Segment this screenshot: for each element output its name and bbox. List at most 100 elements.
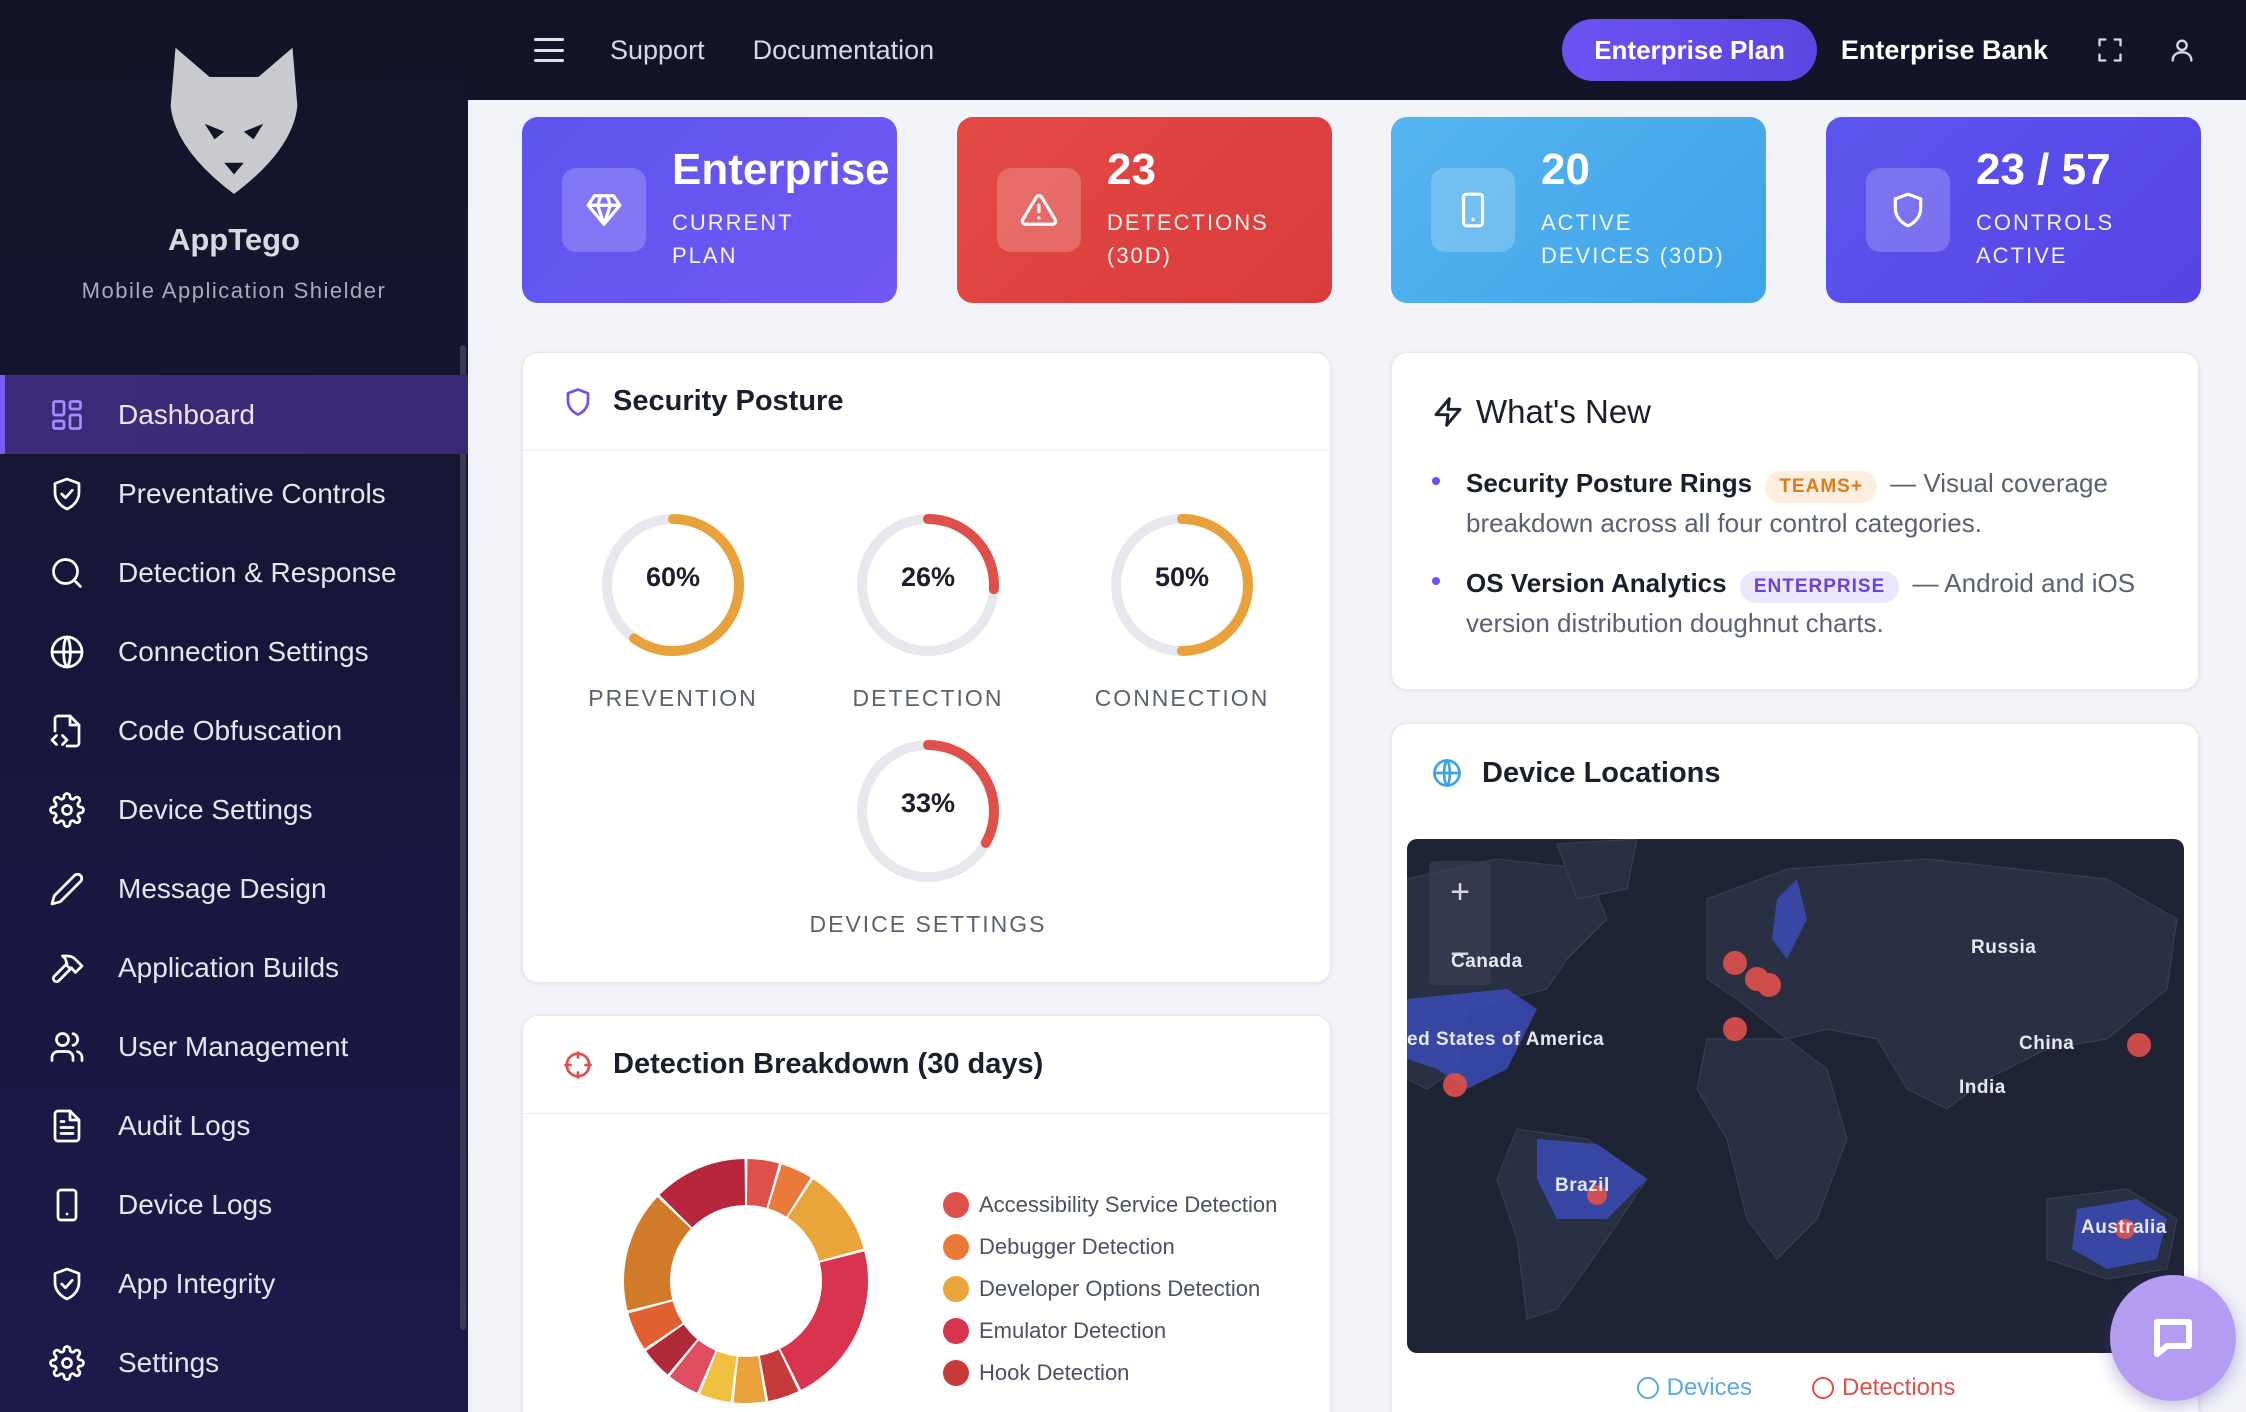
card-header: Device Locations <box>1392 724 2198 822</box>
news-item: Security Posture Rings TEAMS+ — Visual c… <box>1432 463 2162 543</box>
stat-value: 23 / 57 <box>1976 145 2111 194</box>
map-label-india: India <box>1959 1077 2006 1098</box>
legend-item[interactable]: Debugger Detection <box>943 1226 1277 1268</box>
shield-check-icon <box>48 475 86 513</box>
detection-donut-chart <box>624 1159 868 1403</box>
sidebar-item-connection-settings[interactable]: Connection Settings <box>0 612 468 691</box>
brand-subtitle: Mobile Application Shielder <box>81 278 387 303</box>
stat-card-controls: 23 / 57 CONTROLS ACTIVE <box>1826 117 2201 303</box>
donut-segment[interactable] <box>780 1251 868 1390</box>
sidebar-item-audit-logs[interactable]: Audit Logs <box>0 1086 468 1165</box>
sidebar-item-label: Dashboard <box>118 398 255 430</box>
map-label-canada: Canada <box>1451 951 1523 972</box>
shield-check-icon <box>48 1265 86 1303</box>
legend-item[interactable]: Accessibility Service Detection <box>943 1184 1277 1226</box>
sidebar-item-message-design[interactable]: Message Design <box>0 849 468 928</box>
menu-toggle-icon[interactable] <box>534 38 564 62</box>
usa-region <box>1407 989 1537 1089</box>
news-title: What's New <box>1476 393 1652 430</box>
map-marker <box>1443 1073 1467 1097</box>
globe-icon <box>1432 758 1462 788</box>
sidebar-item-app-integrity[interactable]: App Integrity <box>0 1244 468 1323</box>
documentation-link[interactable]: Documentation <box>752 34 935 65</box>
legend-detections[interactable]: Detections <box>1811 1374 1956 1402</box>
donut-segment[interactable] <box>646 1324 698 1375</box>
donut-segment[interactable] <box>746 1159 779 1208</box>
map-marker <box>2115 1219 2135 1239</box>
posture-ring-prevention: 60% PREVENTION <box>588 510 756 711</box>
ring-value: 60% <box>645 562 701 592</box>
phone-icon <box>1431 168 1515 252</box>
ring-arc <box>857 514 999 656</box>
legend-devices[interactable]: Devices <box>1636 1374 1752 1402</box>
legend-swatch <box>943 1192 969 1218</box>
sidebar-scrollbar[interactable] <box>460 345 466 1330</box>
ring-label: CONNECTION <box>1094 685 1270 711</box>
card-header: Detection Breakdown (30 days) <box>523 1016 1330 1114</box>
sidebar-item-detection-response[interactable]: Detection & Response <box>0 533 468 612</box>
donut-segment[interactable] <box>669 1340 716 1393</box>
legend-item[interactable]: Hook Detection <box>943 1352 1277 1394</box>
zoom-out-button[interactable]: − <box>1450 934 1470 973</box>
ring-value: 50% <box>1154 562 1210 592</box>
world-map[interactable]: + − Canada ed States of America Russia C… <box>1407 839 2184 1353</box>
gear-icon <box>48 791 86 829</box>
plan-button[interactable]: Enterprise Plan <box>1562 19 1817 81</box>
donut-segment[interactable] <box>699 1351 737 1403</box>
brand: AppTego Mobile Application Shielder <box>0 0 468 330</box>
sidebar-item-device-logs[interactable]: Device Logs <box>0 1165 468 1244</box>
donut-segment[interactable] <box>659 1159 746 1228</box>
ring-arc <box>857 740 999 882</box>
legend-swatch <box>943 1234 969 1260</box>
document-icon <box>48 1107 86 1145</box>
map-marker <box>1587 1185 1607 1205</box>
sidebar-item-label: Connection Settings <box>118 635 369 667</box>
support-link[interactable]: Support <box>610 34 705 65</box>
zoom-in-button[interactable]: + <box>1450 872 1470 911</box>
sidebar-item-settings[interactable]: Settings <box>0 1323 468 1402</box>
legend-item[interactable]: Emulator Detection <box>943 1310 1277 1352</box>
card-title: Device Locations <box>1482 756 1721 789</box>
user-icon[interactable] <box>2168 36 2196 64</box>
map-label-russia: Russia <box>1971 937 2037 958</box>
world-map-svg <box>1407 839 2178 1320</box>
news-item: OS Version Analytics ENTERPRISE — Androi… <box>1432 563 2162 643</box>
donut-segment[interactable] <box>733 1356 766 1403</box>
news-item-name: Security Posture Rings <box>1466 468 1753 498</box>
fullscreen-icon[interactable] <box>2096 36 2124 64</box>
chat-button[interactable] <box>2110 1275 2236 1401</box>
ring-label: DEVICE SETTINGS <box>809 911 1047 937</box>
topbar: Support Documentation Enterprise Plan En… <box>468 0 2246 100</box>
donut-segment[interactable] <box>624 1197 691 1311</box>
sidebar-item-device-settings[interactable]: Device Settings <box>0 770 468 849</box>
shield-icon <box>1866 168 1950 252</box>
diamond-icon <box>562 168 646 252</box>
legend-label: Detections <box>1841 1374 1956 1401</box>
warning-icon <box>997 168 1081 252</box>
donut-segment[interactable] <box>768 1164 811 1217</box>
donut-segment[interactable] <box>787 1179 864 1261</box>
map-label-australia: Australia <box>2081 1217 2167 1238</box>
donut-segment[interactable] <box>628 1301 683 1349</box>
ring-chart <box>857 514 999 656</box>
ring-value: 33% <box>900 788 956 818</box>
sidebar-item-label: Message Design <box>118 872 327 904</box>
sidebar-item-label: Settings <box>118 1346 220 1378</box>
legend-label: Hook Detection <box>979 1360 1130 1385</box>
hammer-icon <box>48 949 86 987</box>
legend-item[interactable]: Developer Options Detection <box>943 1268 1277 1310</box>
ring-label: DETECTION <box>852 685 1004 711</box>
stat-label: CURRENT PLAN <box>672 210 794 268</box>
org-name: Enterprise Bank <box>1840 34 2048 65</box>
donut-segment[interactable] <box>759 1349 799 1401</box>
sidebar-item-application-builds[interactable]: Application Builds <box>0 928 468 1007</box>
sidebar-item-user-management[interactable]: User Management <box>0 1007 468 1086</box>
posture-ring-device-settings: 33% DEVICE SETTINGS <box>809 736 1045 937</box>
sidebar-item-code-obfuscation[interactable]: Code Obfuscation <box>0 691 468 770</box>
map-label-china: China <box>2019 1033 2075 1054</box>
sidebar-item-dashboard[interactable]: Dashboard <box>0 375 468 454</box>
sidebar-item-preventative-controls[interactable]: Preventative Controls <box>0 454 468 533</box>
brand-name: AppTego <box>167 222 300 257</box>
crosshair-icon <box>563 1050 593 1080</box>
legend-swatch <box>943 1318 969 1344</box>
